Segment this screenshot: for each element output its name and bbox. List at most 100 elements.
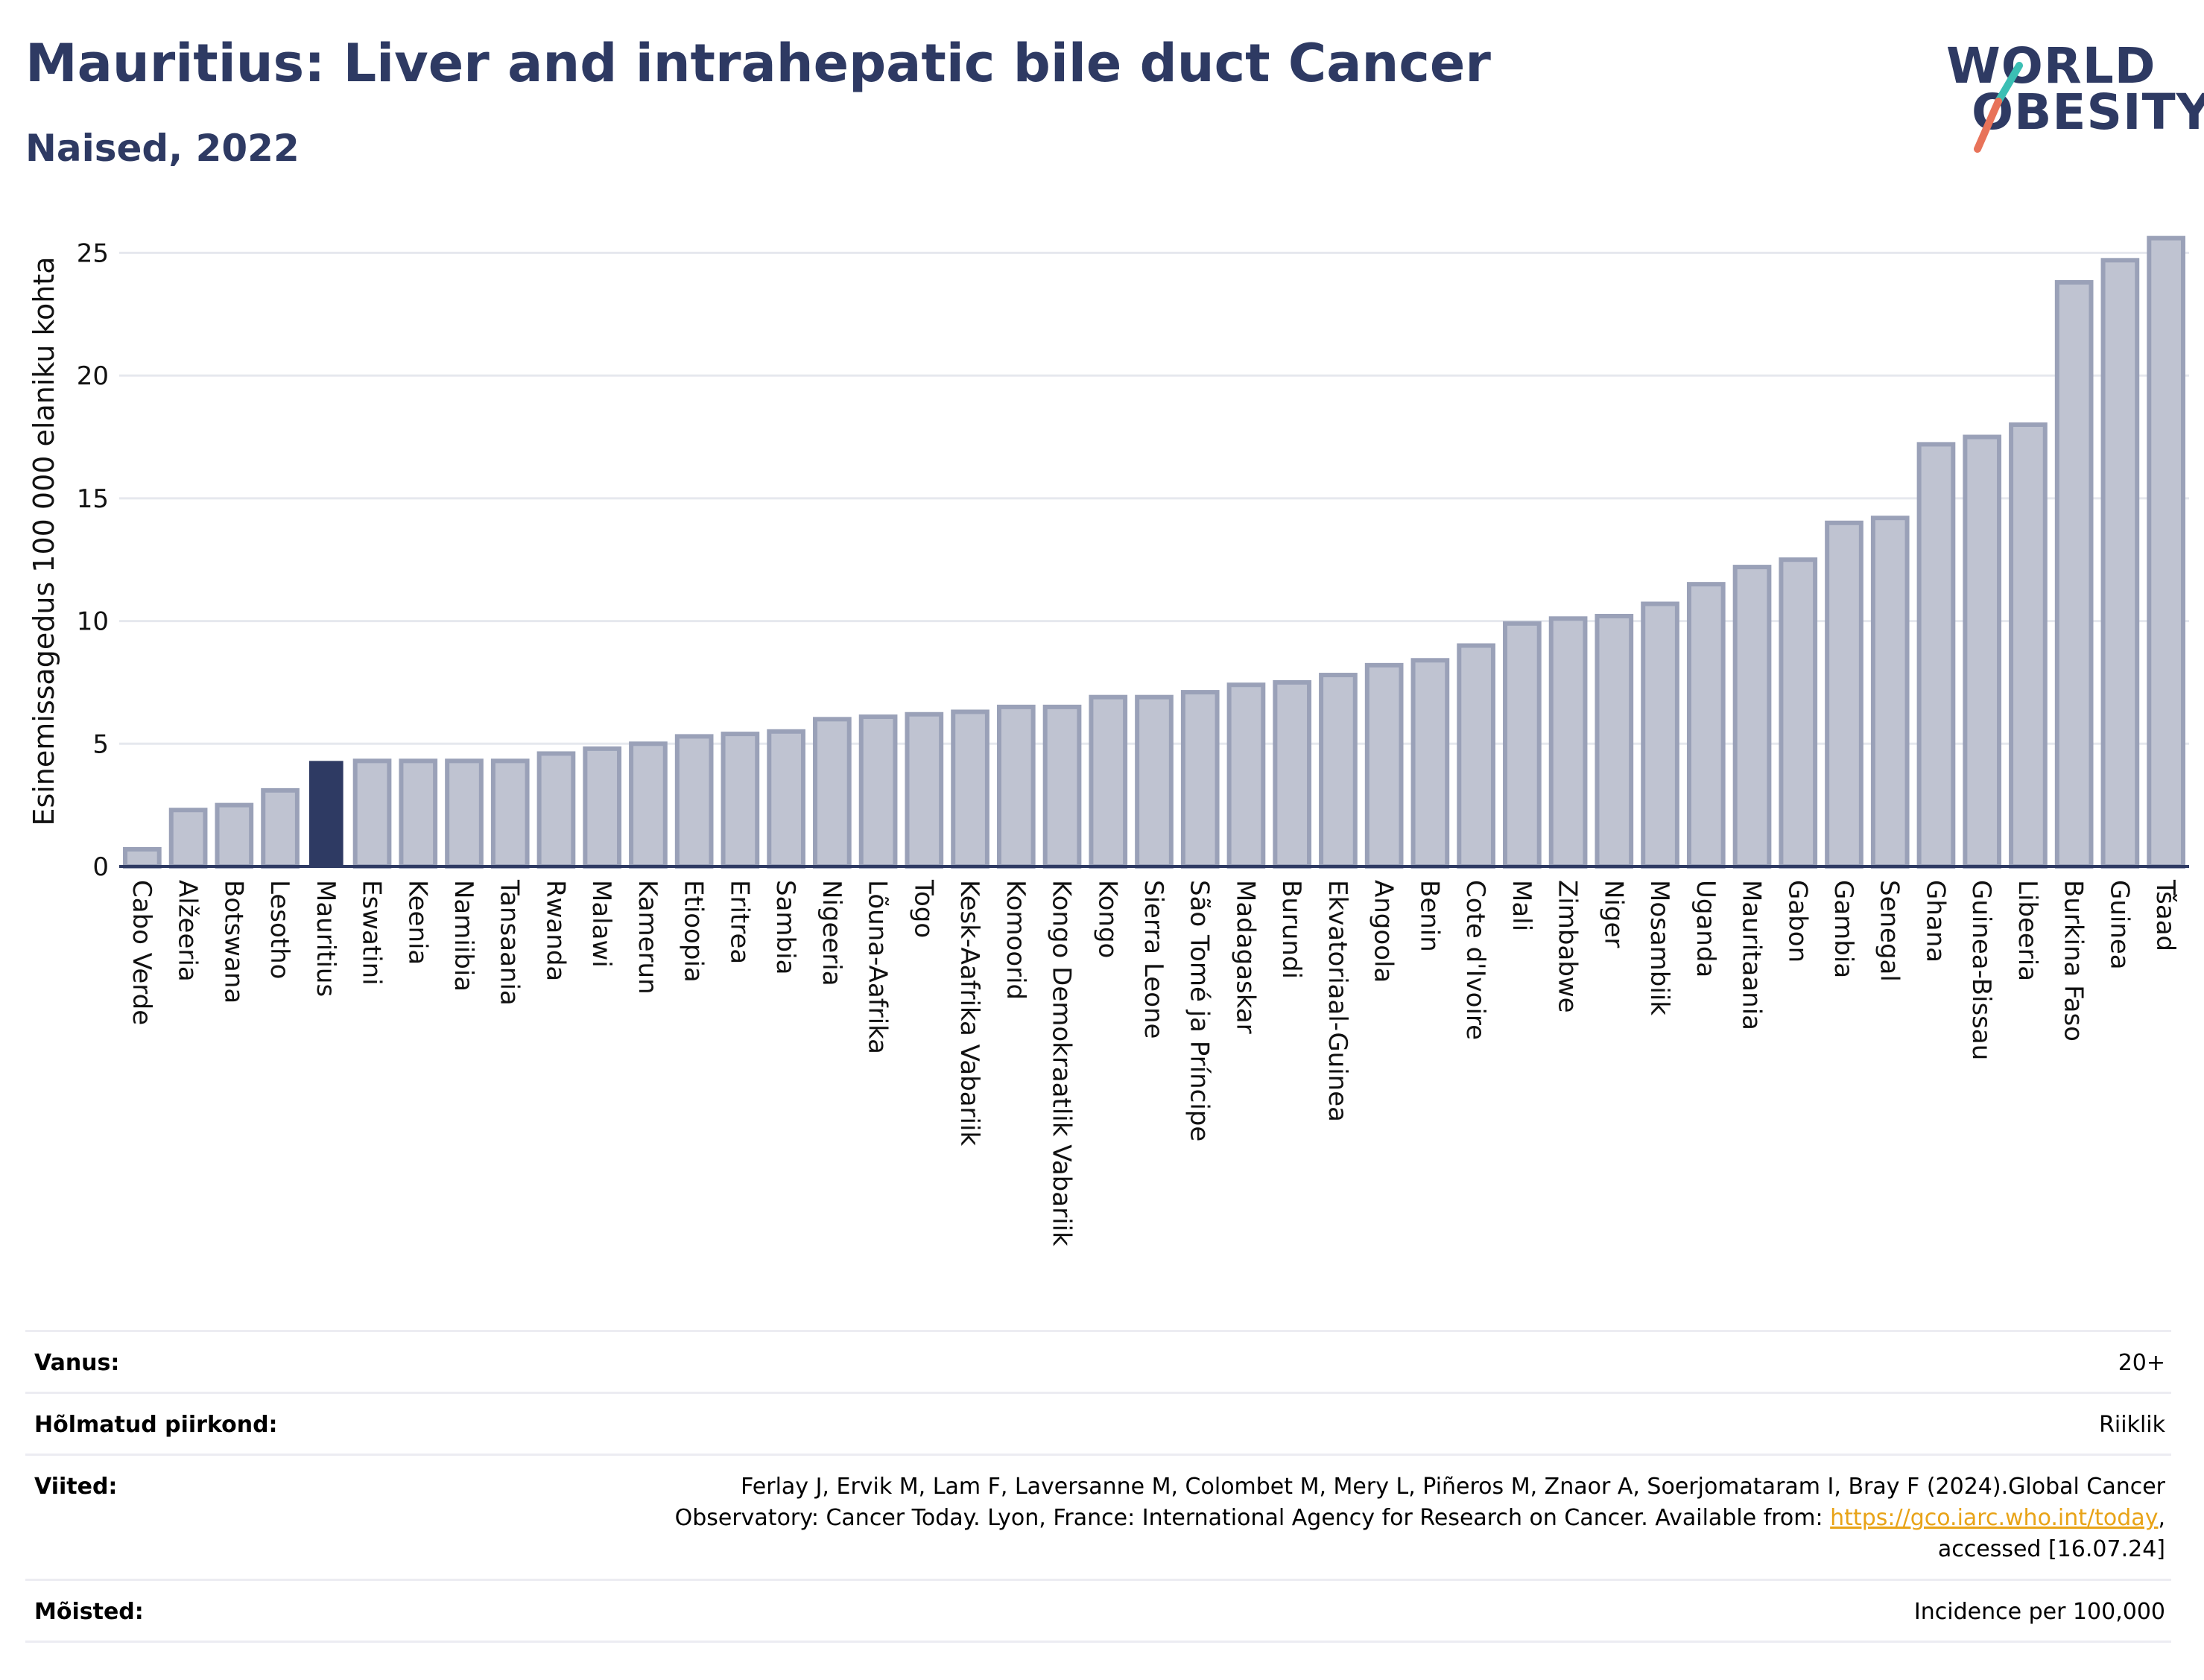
x-tick-label: Zimbabwe	[1553, 880, 1583, 1013]
y-tick-label: 15	[77, 484, 109, 514]
page-title: Mauritius: Liver and intrahepatic bile d…	[25, 33, 1491, 94]
bar-chart: 0 5 10 15 20 25 Esinemissagedus 100 000 elanik…	[28, 235, 2189, 1246]
bar	[1135, 694, 1174, 869]
x-tick-label: Niger	[1598, 880, 1628, 948]
x-tick-label: Madagaskar	[1230, 880, 1260, 1034]
bar	[1226, 682, 1266, 869]
bar	[123, 846, 162, 869]
bar	[1180, 690, 1220, 869]
bar	[905, 711, 944, 869]
bar	[2100, 258, 2140, 869]
x-tick-label: Kesk-Aafrika Vabariik	[954, 880, 984, 1146]
bar	[1042, 704, 1082, 869]
bar	[1089, 694, 1128, 869]
bar	[767, 729, 805, 869]
page-subtitle: Naised, 2022	[25, 127, 300, 170]
bar	[1273, 679, 1312, 869]
x-tick-label: Uganda	[1691, 880, 1720, 977]
x-tick-label: Botswana	[218, 880, 248, 1004]
meta-value-line: Observatory: Cancer Today. Lyon, France:…	[675, 1505, 2165, 1531]
bar	[674, 734, 714, 869]
bar	[813, 717, 852, 869]
bar	[1963, 434, 2002, 869]
x-tick-label: Mauritaania	[1737, 880, 1767, 1030]
x-tick-label: Sambia	[770, 880, 800, 974]
bar	[1825, 520, 1863, 869]
x-tick-label: Lesotho	[265, 880, 294, 979]
bar	[2054, 279, 2094, 869]
logo-text-obesity: OBESITY	[1972, 83, 2204, 141]
x-tick-label: Rwanda	[540, 880, 570, 981]
logo-text-world: WORLD	[1946, 37, 2156, 95]
x-tick-label: Benin	[1414, 880, 1444, 952]
bar	[490, 758, 530, 869]
bar	[721, 732, 760, 869]
bar	[536, 751, 576, 869]
y-axis-label: Esinemissagedus 100 000 elaniku kohta	[28, 256, 60, 825]
x-tick-label: São Tomé ja Príncipe	[1185, 880, 1215, 1141]
x-tick-label: Senegal	[1875, 880, 1904, 982]
x-tick-label: Libeeria	[2013, 880, 2042, 981]
meta-label: Viited:	[34, 1474, 118, 1500]
x-tick-label: Keenia	[402, 880, 432, 965]
bar	[215, 802, 254, 869]
x-tick-label: Guinea-Bissau	[1966, 880, 1996, 1060]
x-tick-label: Cabo Verde	[127, 880, 156, 1025]
x-tick-label: Cote d'Ivoire	[1460, 880, 1490, 1040]
bar	[583, 746, 622, 869]
meta-value: Incidence per 100,000	[1913, 1599, 2165, 1625]
x-tick-label: Eswatini	[357, 880, 387, 986]
meta-value-text: ,	[2158, 1505, 2165, 1531]
meta-row-definitions: Mõisted: Incidence per 100,000	[25, 1579, 2171, 1643]
world-obesity-logo: WORLD OBESITY	[1945, 37, 2204, 156]
bar	[1410, 658, 1450, 869]
bar	[2147, 235, 2185, 869]
x-tick-label: Guinea	[2104, 880, 2134, 970]
x-tick-label: Kamerun	[633, 880, 662, 995]
meta-row-age: Vanus: 20+	[25, 1330, 2171, 1392]
y-tick-label: 5	[92, 729, 109, 759]
bar	[858, 714, 898, 869]
x-tick-label: Mosambiik	[1644, 880, 1674, 1015]
x-tick-label: Gambia	[1828, 880, 1858, 978]
meta-value-line: Ferlay J, Ervik M, Lam F, Laversanne M, …	[741, 1474, 2165, 1500]
x-tick-label: Namiibia	[449, 880, 478, 992]
y-tick-label: 25	[77, 238, 109, 268]
x-tick-label: Eritrea	[724, 880, 754, 964]
x-tick-label: Alžeeria	[173, 880, 203, 982]
meta-value-line: accessed [16.07.24]	[1937, 1536, 2165, 1562]
y-tick-label: 0	[92, 852, 109, 882]
x-tick-label: Ghana	[1920, 880, 1950, 963]
meta-label: Hõlmatud piirkond:	[34, 1412, 278, 1438]
bar	[1457, 643, 1495, 869]
bar	[1870, 516, 1910, 869]
x-tick-label: Burundi	[1276, 880, 1306, 979]
meta-value-text: Observatory: Cancer Today. Lyon, France:…	[674, 1505, 1831, 1531]
x-tick-label: Mali	[1507, 880, 1536, 931]
bar	[445, 758, 484, 869]
x-tick-label: Komoorid	[1001, 880, 1030, 1000]
x-tick-label: Mauritius	[311, 880, 341, 997]
x-tick-label: Togo	[908, 879, 938, 938]
x-tick-label: Gabon	[1782, 880, 1812, 963]
meta-row-coverage: Hõlmatud piirkond: Riiklik	[25, 1392, 2171, 1454]
bar	[352, 758, 392, 869]
x-tick-label: Ekvatoriaal-Guinea	[1323, 880, 1352, 1122]
bar	[1503, 621, 1542, 869]
bar	[1732, 565, 1772, 869]
reference-link[interactable]: https://gco.iarc.who.int/today	[1830, 1505, 2159, 1531]
meta-label: Mõisted:	[34, 1599, 144, 1625]
bar	[951, 709, 989, 869]
bar	[1686, 582, 1726, 869]
bar	[1595, 613, 1634, 869]
bar	[1548, 616, 1588, 869]
x-tick-label: Kongo Demokraatlik Vabariik	[1047, 880, 1077, 1246]
y-tick-label: 20	[77, 361, 109, 391]
bar	[1779, 557, 1818, 869]
bar	[399, 758, 438, 869]
bar	[1319, 673, 1358, 869]
x-tick-label: Angoola	[1369, 880, 1399, 983]
x-tick-label: Lõuna-Aafrika	[863, 880, 893, 1054]
x-tick-label: Tansaania	[495, 879, 525, 1006]
bar	[2009, 422, 2048, 869]
